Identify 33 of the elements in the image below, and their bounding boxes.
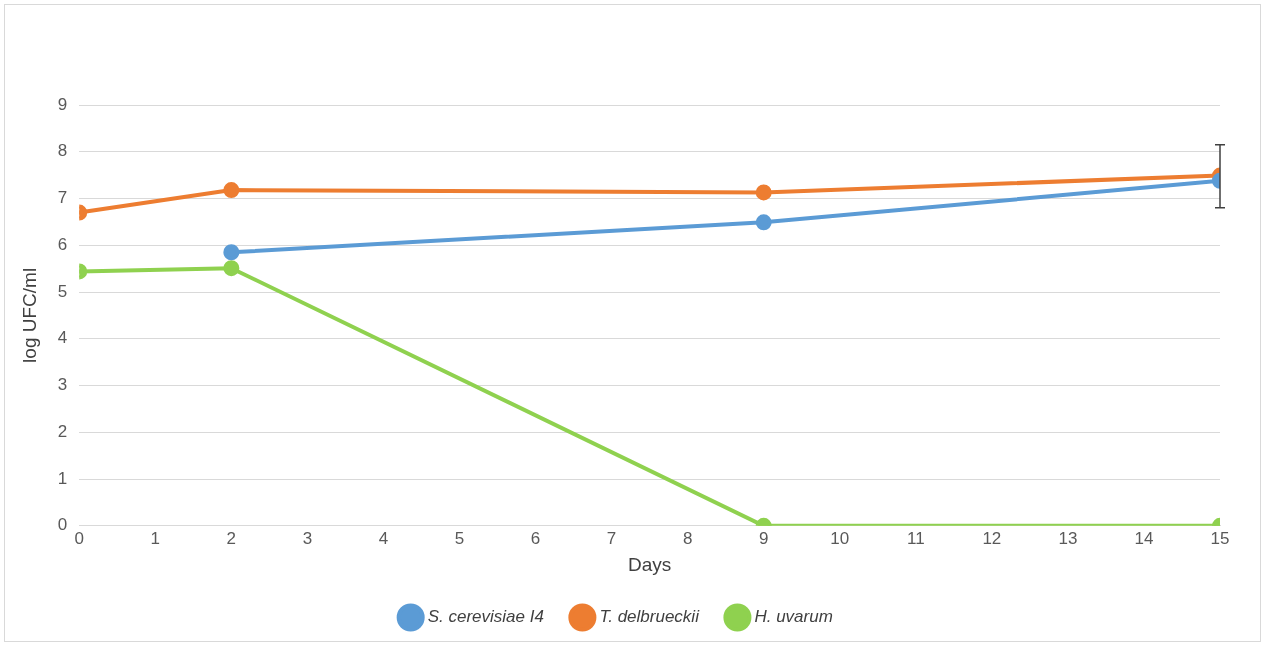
- x-tick-label: 12: [982, 528, 1002, 548]
- y-tick-label: 3: [57, 375, 68, 395]
- y-tick-label: 1: [57, 468, 68, 488]
- x-tick-label: 0: [74, 528, 84, 548]
- x-tick-label: 9: [758, 528, 769, 548]
- y-tick-label: 6: [57, 234, 68, 254]
- y-axis-title: log UFC/ml: [18, 267, 40, 363]
- x-tick-label: 2: [226, 528, 237, 548]
- x-tick-label: 6: [530, 528, 541, 548]
- y-tick-label: 8: [57, 141, 68, 161]
- x-tick-label: 7: [606, 528, 617, 548]
- y-tick-label: 0: [57, 515, 68, 535]
- y-tick-label: 9: [57, 94, 68, 114]
- chart-frame: Days log UFC/ml S. cerevisiae I4 T. delbrueckii H. uvarum 0 1 2 3 4 5 6 7 8 9 10 11 12 13 14 15 0 1 2 3 4 5 6 7 8 9: [4, 4, 1261, 642]
- y-tick-label: 7: [57, 188, 68, 208]
- x-tick-label: 10: [830, 528, 850, 548]
- x-tick-label: 1: [150, 528, 161, 548]
- x-axis-title: Days: [627, 553, 672, 575]
- x-tick-label: 15: [1210, 528, 1230, 548]
- legend-label: T. delbrueckii: [599, 607, 701, 627]
- x-tick-label: 5: [454, 528, 465, 548]
- x-tick-label: 13: [1058, 528, 1078, 548]
- x-tick-label: 3: [302, 528, 313, 548]
- point: [755, 214, 772, 231]
- y-tick-label: 2: [57, 421, 68, 441]
- x-tick-label: 11: [906, 528, 925, 548]
- legend-label: H. uvarum: [754, 607, 833, 627]
- legend-label: S. cerevisiae I4: [427, 607, 544, 627]
- x-tick-label: 8: [682, 528, 693, 548]
- x-tick-label: 4: [378, 528, 389, 548]
- x-tick-label: 14: [1134, 528, 1154, 548]
- y-tick-label: 4: [57, 328, 68, 348]
- y-tick-label: 5: [57, 281, 68, 301]
